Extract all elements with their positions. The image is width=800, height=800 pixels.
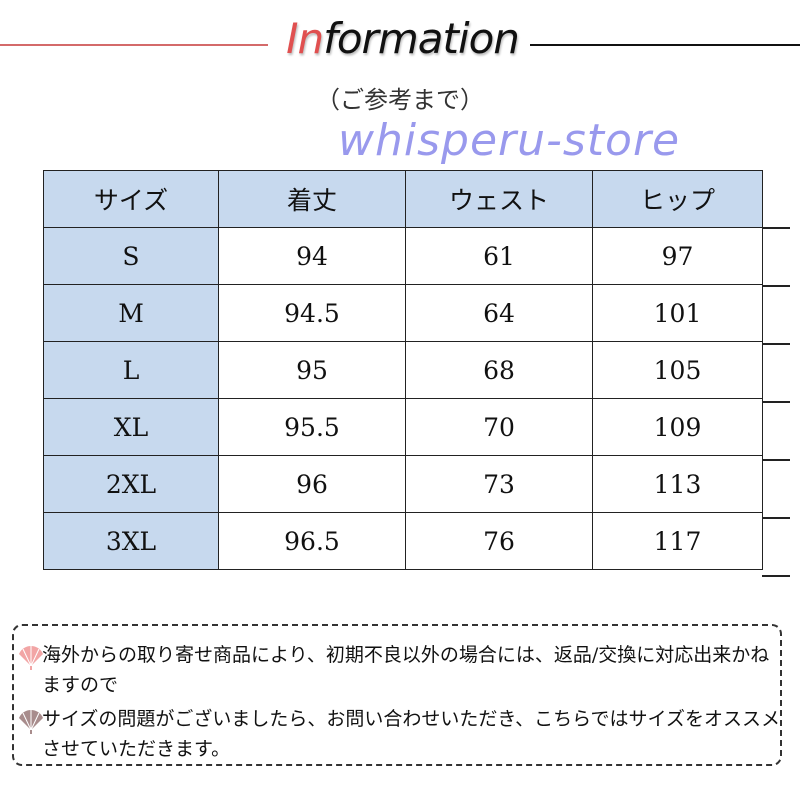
size-cell: S — [43, 227, 219, 285]
size-cell: M — [43, 284, 219, 342]
hip-cell: 109 — [592, 398, 763, 456]
row-line-extension — [762, 343, 790, 345]
row-line-extension — [762, 459, 790, 461]
note-text: サイズの問題がございましたら、お問い合わせいただき、こちらではサイズをオススメさ… — [42, 708, 780, 760]
table-row: S 94 61 97 — [43, 227, 763, 285]
table-row: XL 95.5 70 109 — [43, 398, 763, 456]
table-header-row: サイズ 着丈 ウェスト ヒップ — [43, 170, 763, 228]
note-text: 海外からの取り寄せ商品により、初期不良以外の場合には、返品/交換に対応出来かねま… — [42, 644, 770, 696]
length-cell: 96 — [218, 455, 406, 513]
title-divider-right — [530, 44, 800, 46]
row-line-extension — [762, 227, 790, 229]
length-cell: 94 — [218, 227, 406, 285]
waist-cell: 64 — [405, 284, 593, 342]
size-table: サイズ 着丈 ウェスト ヒップ S 94 61 97 M 94.5 64 101 L 95 68… — [43, 170, 763, 570]
page-subtitle: （ご参考まで） — [316, 86, 484, 114]
table-row: 2XL 96 73 113 — [43, 455, 763, 513]
hip-cell: 105 — [592, 341, 763, 399]
page-title: Information — [270, 14, 535, 63]
waist-cell: 76 — [405, 512, 593, 570]
length-cell: 94.5 — [218, 284, 406, 342]
waist-cell: 70 — [405, 398, 593, 456]
length-cell: 95.5 — [218, 398, 406, 456]
size-cell: 3XL — [43, 512, 219, 570]
hip-cell: 117 — [592, 512, 763, 570]
size-cell: L — [43, 341, 219, 399]
table-row: L 95 68 105 — [43, 341, 763, 399]
waist-cell: 61 — [405, 227, 593, 285]
title-accent: In — [286, 14, 324, 63]
waist-cell: 73 — [405, 455, 593, 513]
size-cell: 2XL — [43, 455, 219, 513]
hip-cell: 113 — [592, 455, 763, 513]
table-row: M 94.5 64 101 — [43, 284, 763, 342]
note-item: サイズの問題がございましたら、お問い合わせいただき、こちらではサイズをオススメさ… — [19, 704, 782, 764]
header-size: サイズ — [43, 170, 219, 228]
row-line-extension — [762, 285, 790, 287]
notes-box: 海外からの取り寄せ商品により、初期不良以外の場合には、返品/交換に対応出来かねま… — [12, 624, 782, 766]
header-waist: ウェスト — [405, 170, 593, 228]
hip-cell: 97 — [592, 227, 763, 285]
note-item: 海外からの取り寄せ商品により、初期不良以外の場合には、返品/交換に対応出来かねま… — [19, 640, 782, 700]
length-cell: 95 — [218, 341, 406, 399]
length-cell: 96.5 — [218, 512, 406, 570]
watermark: whisperu-store — [338, 115, 681, 166]
header-hip: ヒップ — [592, 170, 763, 228]
pink-fan-icon — [19, 645, 43, 670]
row-line-extension — [762, 517, 790, 519]
row-line-extension — [762, 575, 790, 577]
table-row: 3XL 96.5 76 117 — [43, 512, 763, 570]
mauve-fan-icon — [19, 709, 43, 734]
row-line-extension — [762, 401, 790, 403]
title-divider-left — [0, 44, 268, 46]
size-cell: XL — [43, 398, 219, 456]
waist-cell: 68 — [405, 341, 593, 399]
hip-cell: 101 — [592, 284, 763, 342]
title-rest: formation — [323, 14, 520, 63]
header-length: 着丈 — [218, 170, 406, 228]
